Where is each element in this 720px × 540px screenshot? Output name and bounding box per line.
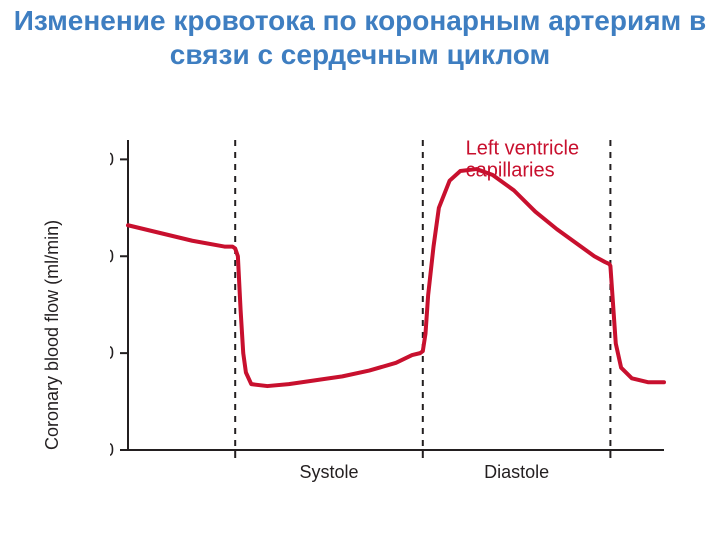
y-axis-label: Coronary blood flow (ml/min) bbox=[42, 220, 63, 450]
coronary-flow-chart: 0 100 200 300 Systole Diastole Left ventriclec… bbox=[110, 130, 670, 490]
y-tick-label: 0 bbox=[110, 440, 114, 460]
y-tick-label: 200 bbox=[110, 246, 114, 266]
y-tick-label: 100 bbox=[110, 343, 114, 363]
phase-label: Systole bbox=[299, 462, 358, 482]
page: { "title": { "text": "Изменение кровоток… bbox=[0, 0, 720, 540]
series-label: capillaries bbox=[466, 160, 555, 182]
y-tick-label: 300 bbox=[110, 149, 114, 169]
series-label: Left ventricle bbox=[466, 138, 579, 160]
page-title: Изменение кровотока по коронарным артери… bbox=[0, 0, 720, 71]
series-line bbox=[128, 169, 664, 386]
phase-label: Diastole bbox=[484, 462, 549, 482]
chart-container: 0 100 200 300 Systole Diastole Left ventriclec… bbox=[110, 130, 670, 490]
